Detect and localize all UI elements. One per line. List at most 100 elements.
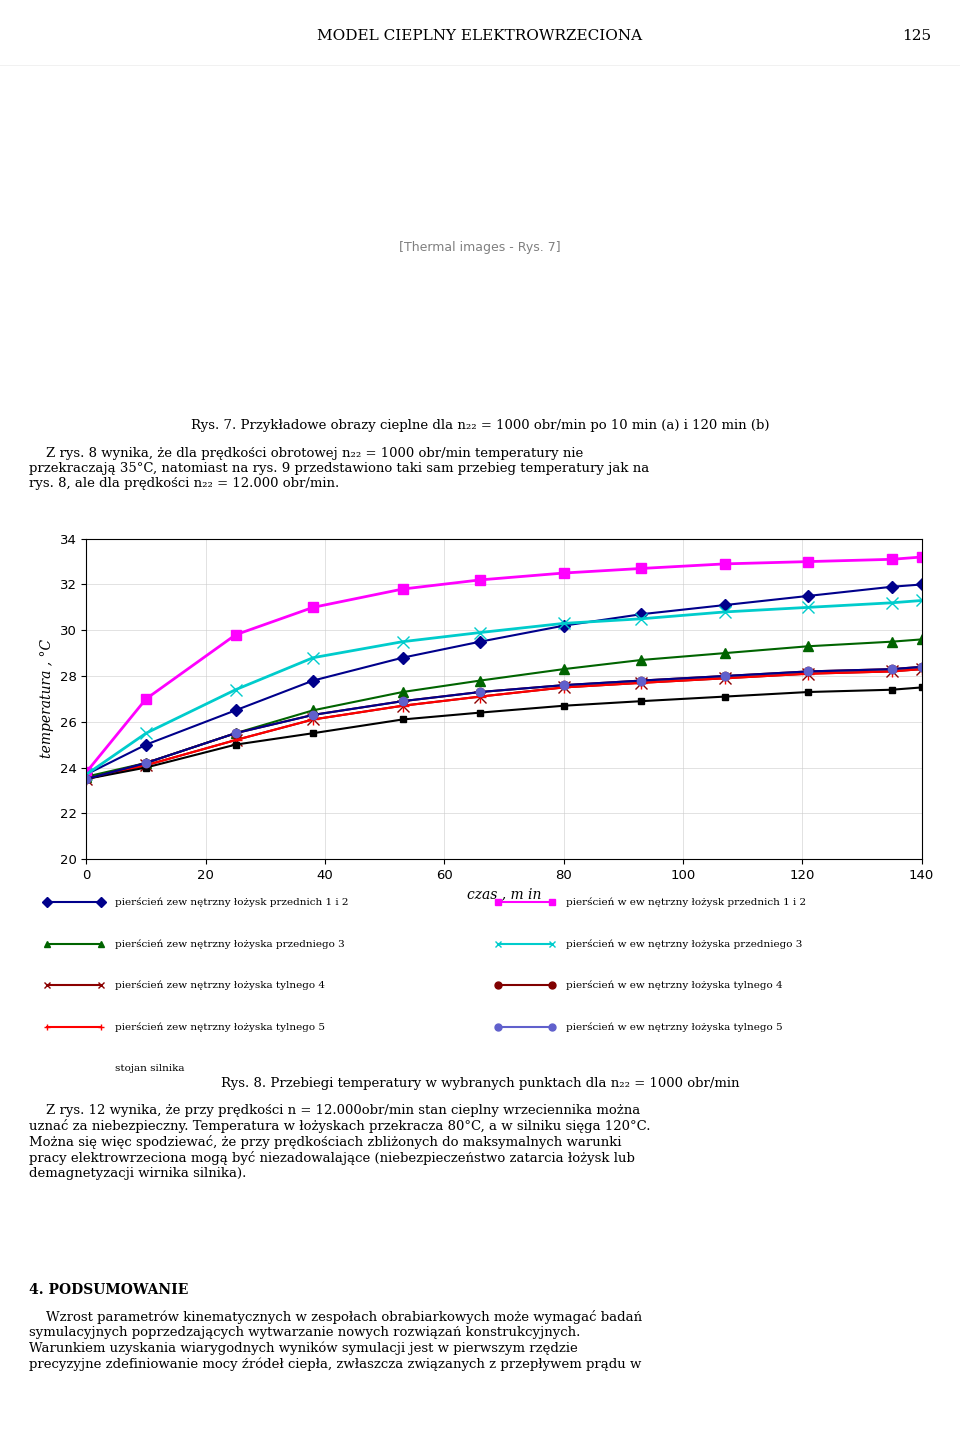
pierścień w ew nętrzny łożyska tylnego 5 (81, 770, 92, 788)
pierścień w ew nętrzny łożyska tylnego 4 (396, 693, 408, 711)
pierścień zew nętrzny łożyska tylnego 5 (229, 731, 241, 748)
pierścień zew nętrzny łożyska przedniego 3 (558, 661, 569, 678)
stojan silnika (474, 703, 486, 721)
Text: 125: 125 (902, 29, 931, 44)
pierścień w ew nętrzny łożysk przednich 1 i 2 (307, 598, 319, 616)
pierścień zew nętrzny łożysk przednich 1 i 2 (558, 617, 569, 635)
pierścień zew nętrzny łożyska tylnego 4 (140, 757, 152, 775)
pierścień w ew nętrzny łożyska tylnego 5 (140, 754, 152, 772)
pierścień zew nętrzny łożyska przedniego 3 (916, 630, 927, 648)
pierścień w ew nętrzny łożysk przednich 1 i 2 (229, 626, 241, 644)
pierścień zew nętrzny łożyska przedniego 3 (803, 638, 814, 655)
pierścień w ew nętrzny łożyska przedniego 3 (803, 598, 814, 616)
Text: Rys. 8. Przebiegi temperatury w wybranych punktach dla n₂₂ = 1000 obr/min: Rys. 8. Przebiegi temperatury w wybranyc… (221, 1077, 739, 1089)
pierścień w ew nętrzny łożysk przednich 1 i 2 (396, 581, 408, 598)
pierścień w ew nętrzny łożyska przedniego 3 (719, 603, 731, 620)
pierścień w ew nętrzny łożysk przednich 1 i 2 (636, 559, 647, 577)
Line: pierścień zew nętrzny łożyska przedniego 3: pierścień zew nętrzny łożyska przedniego… (82, 635, 926, 782)
Line: pierścień w ew nętrzny łożyska tylnego 5: pierścień w ew nętrzny łożyska tylnego 5 (83, 662, 925, 783)
pierścień zew nętrzny łożyska przedniego 3 (636, 651, 647, 668)
Text: Z rys. 12 wynika, że przy prędkości n = 12.000obr/min stan cieplny wrzeciennika : Z rys. 12 wynika, że przy prędkości n = … (29, 1104, 650, 1181)
Text: pierścień zew nętrzny łożyska tylnego 5: pierścień zew nętrzny łożyska tylnego 5 (114, 1022, 324, 1032)
pierścień w ew nętrzny łożysk przednich 1 i 2 (886, 550, 898, 568)
Text: 4. PODSUMOWANIE: 4. PODSUMOWANIE (29, 1283, 188, 1297)
Text: pierścień w ew nętrzny łożyska przedniego 3: pierścień w ew nętrzny łożyska przednieg… (565, 939, 803, 948)
Line: pierścień zew nętrzny łożysk przednich 1 i 2: pierścień zew nętrzny łożysk przednich 1… (83, 581, 925, 779)
Line: pierścień w ew nętrzny łożysk przednich 1 i 2: pierścień w ew nętrzny łożysk przednich … (82, 552, 926, 778)
pierścień zew nętrzny łożyska przedniego 3 (396, 683, 408, 700)
Text: pierścień w ew nętrzny łożysk przednich 1 i 2: pierścień w ew nętrzny łożysk przednich … (565, 897, 805, 907)
pierścień zew nętrzny łożyska tylnego 4 (886, 662, 898, 680)
stojan silnika (140, 759, 152, 776)
pierścień zew nętrzny łożyska tylnego 4 (81, 770, 92, 788)
pierścień w ew nętrzny łożysk przednich 1 i 2 (558, 565, 569, 582)
pierścień w ew nętrzny łożyska tylnego 4 (307, 706, 319, 724)
Text: Rys. 7. Przykładowe obrazy cieplne dla n₂₂ = 1000 obr/min po 10 min (a) i 120 mi: Rys. 7. Przykładowe obrazy cieplne dla n… (191, 419, 769, 432)
pierścień w ew nętrzny łożysk przednich 1 i 2 (474, 571, 486, 588)
stojan silnika (307, 725, 319, 743)
pierścień zew nętrzny łożyska tylnego 4 (803, 665, 814, 683)
pierścień w ew nętrzny łożysk przednich 1 i 2 (81, 763, 92, 780)
stojan silnika (636, 693, 647, 711)
Line: pierścień w ew nętrzny łożyska przedniego 3: pierścień w ew nętrzny łożyska przednieg… (81, 596, 927, 780)
pierścień w ew nętrzny łożyska tylnego 5 (916, 658, 927, 676)
pierścień w ew nętrzny łożyska tylnego 5 (719, 667, 731, 684)
pierścień zew nętrzny łożyska tylnego 5 (886, 662, 898, 680)
pierścień zew nętrzny łożysk przednich 1 i 2 (474, 633, 486, 651)
pierścień zew nętrzny łożyska przedniego 3 (474, 671, 486, 689)
pierścień w ew nętrzny łożyska przedniego 3 (558, 614, 569, 632)
pierścień w ew nętrzny łożyska tylnego 5 (803, 662, 814, 680)
pierścień zew nętrzny łożysk przednich 1 i 2 (886, 578, 898, 596)
pierścień zew nętrzny łożysk przednich 1 i 2 (140, 735, 152, 753)
pierścień zew nętrzny łożyska tylnego 4 (558, 678, 569, 696)
pierścień zew nętrzny łożyska tylnego 4 (396, 697, 408, 715)
pierścień w ew nętrzny łożyska tylnego 4 (719, 667, 731, 684)
pierścień w ew nętrzny łożyska tylnego 4 (803, 662, 814, 680)
pierścień zew nętrzny łożyska tylnego 5 (307, 711, 319, 728)
pierścień w ew nętrzny łożyska przedniego 3 (307, 649, 319, 667)
pierścień zew nętrzny łożyska tylnego 5 (474, 687, 486, 705)
pierścień zew nętrzny łożyska tylnego 4 (229, 731, 241, 748)
pierścień zew nętrzny łożysk przednich 1 i 2 (229, 702, 241, 719)
pierścień zew nętrzny łożyska tylnego 5 (396, 697, 408, 715)
pierścień w ew nętrzny łożysk przednich 1 i 2 (803, 553, 814, 571)
stojan silnika (916, 678, 927, 696)
pierścień w ew nętrzny łożysk przednich 1 i 2 (916, 549, 927, 566)
pierścień w ew nętrzny łożyska przedniego 3 (886, 594, 898, 612)
pierścień w ew nętrzny łożyska tylnego 4 (474, 683, 486, 700)
pierścień zew nętrzny łożyska przedniego 3 (229, 725, 241, 743)
pierścień zew nętrzny łożyska tylnego 4 (916, 661, 927, 678)
stojan silnika (558, 697, 569, 715)
pierścień zew nętrzny łożyska tylnego 5 (916, 661, 927, 678)
Text: pierścień zew nętrzny łożyska tylnego 4: pierścień zew nętrzny łożyska tylnego 4 (114, 980, 324, 990)
pierścień w ew nętrzny łożyska tylnego 5 (396, 693, 408, 711)
pierścień zew nętrzny łożysk przednich 1 i 2 (719, 597, 731, 614)
Text: pierścień zew nętrzny łożyska przedniego 3: pierścień zew nętrzny łożyska przedniego… (114, 939, 345, 948)
pierścień w ew nętrzny łożyska tylnego 4 (886, 661, 898, 678)
pierścień zew nętrzny łożyska tylnego 4 (307, 711, 319, 728)
stojan silnika (803, 683, 814, 700)
pierścień w ew nętrzny łożyska przedniego 3 (140, 725, 152, 743)
pierścień w ew nętrzny łożyska tylnego 5 (636, 671, 647, 689)
pierścień zew nętrzny łożyska tylnego 5 (558, 678, 569, 696)
pierścień w ew nętrzny łożyska tylnego 5 (307, 706, 319, 724)
pierścień zew nętrzny łożysk przednich 1 i 2 (916, 575, 927, 593)
pierścień w ew nętrzny łożyska tylnego 4 (229, 725, 241, 743)
pierścień w ew nętrzny łożyska tylnego 5 (229, 725, 241, 743)
pierścień w ew nętrzny łożyska przedniego 3 (474, 623, 486, 641)
pierścień zew nętrzny łożyska tylnego 5 (803, 665, 814, 683)
stojan silnika (396, 711, 408, 728)
pierścień zew nętrzny łożyska tylnego 5 (719, 670, 731, 687)
Line: pierścień w ew nętrzny łożyska tylnego 4: pierścień w ew nętrzny łożyska tylnego 4 (83, 662, 925, 783)
Text: Wzrost parametrów kinematycznych w zespołach obrabiarkowych może wymagać badań
s: Wzrost parametrów kinematycznych w zespo… (29, 1310, 642, 1370)
pierścień w ew nętrzny łożyska tylnego 4 (636, 671, 647, 689)
pierścień zew nętrzny łożyska przedniego 3 (81, 767, 92, 785)
pierścień zew nętrzny łożysk przednich 1 i 2 (396, 649, 408, 667)
pierścień w ew nętrzny łożyska przedniego 3 (81, 766, 92, 783)
pierścień zew nętrzny łożysk przednich 1 i 2 (81, 766, 92, 783)
pierścień zew nętrzny łożyska tylnego 4 (474, 687, 486, 705)
X-axis label: czas , m in: czas , m in (467, 887, 541, 901)
Text: M​ODEL CIEPLNY ELEKTROWRZECIONA: M​ODEL CIEPLNY ELEKTROWRZECIONA (318, 29, 642, 44)
stojan silnika (229, 735, 241, 753)
pierścień w ew nętrzny łożysk przednich 1 i 2 (140, 690, 152, 708)
